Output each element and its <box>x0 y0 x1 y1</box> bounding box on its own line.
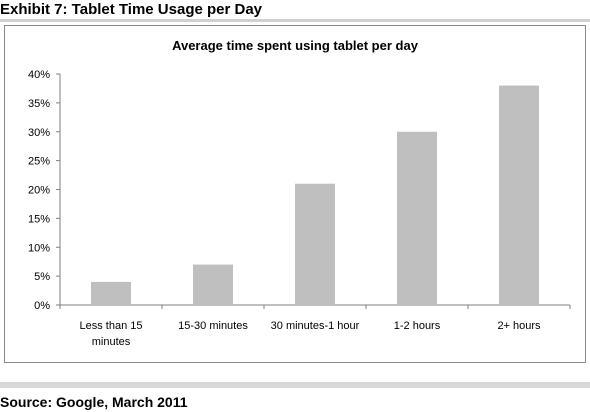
y-tick-label: 25% <box>28 156 50 168</box>
bar <box>193 264 233 305</box>
chart-title: Average time spent using tablet per day <box>172 38 418 53</box>
y-tick-label: 5% <box>34 271 50 283</box>
bottom-divider <box>0 382 590 388</box>
bar-chart: 0% 5% 10% 15% 20% 25% 30% 35% 40% Less than 15 min… <box>28 69 571 348</box>
bar <box>499 85 539 305</box>
x-category-label: Less than 15 <box>80 320 143 332</box>
y-tick-label: 0% <box>34 300 50 312</box>
top-divider <box>0 19 590 22</box>
chart-frame: Average time spent using tablet per day … <box>4 25 586 363</box>
x-category-label: minutes <box>92 336 131 348</box>
bar <box>397 131 437 305</box>
bar <box>295 183 335 305</box>
x-category-label: 30 minutes-1 hour <box>271 320 360 332</box>
y-tick-label: 15% <box>28 213 50 225</box>
bar <box>91 281 131 305</box>
y-tick-label: 40% <box>28 69 50 81</box>
source-note: Source: Google, March 2011 <box>0 394 188 410</box>
y-tick-label: 35% <box>28 98 50 110</box>
x-category-label: 1-2 hours <box>394 320 441 332</box>
y-tick-label: 30% <box>28 127 50 139</box>
x-category-label: 2+ hours <box>497 320 541 332</box>
exhibit-title: Exhibit 7: Tablet Time Usage per Day <box>0 1 263 18</box>
x-category-label: 15-30 minutes <box>178 320 248 332</box>
y-tick-label: 20% <box>28 185 50 197</box>
y-tick-label: 10% <box>28 242 50 254</box>
